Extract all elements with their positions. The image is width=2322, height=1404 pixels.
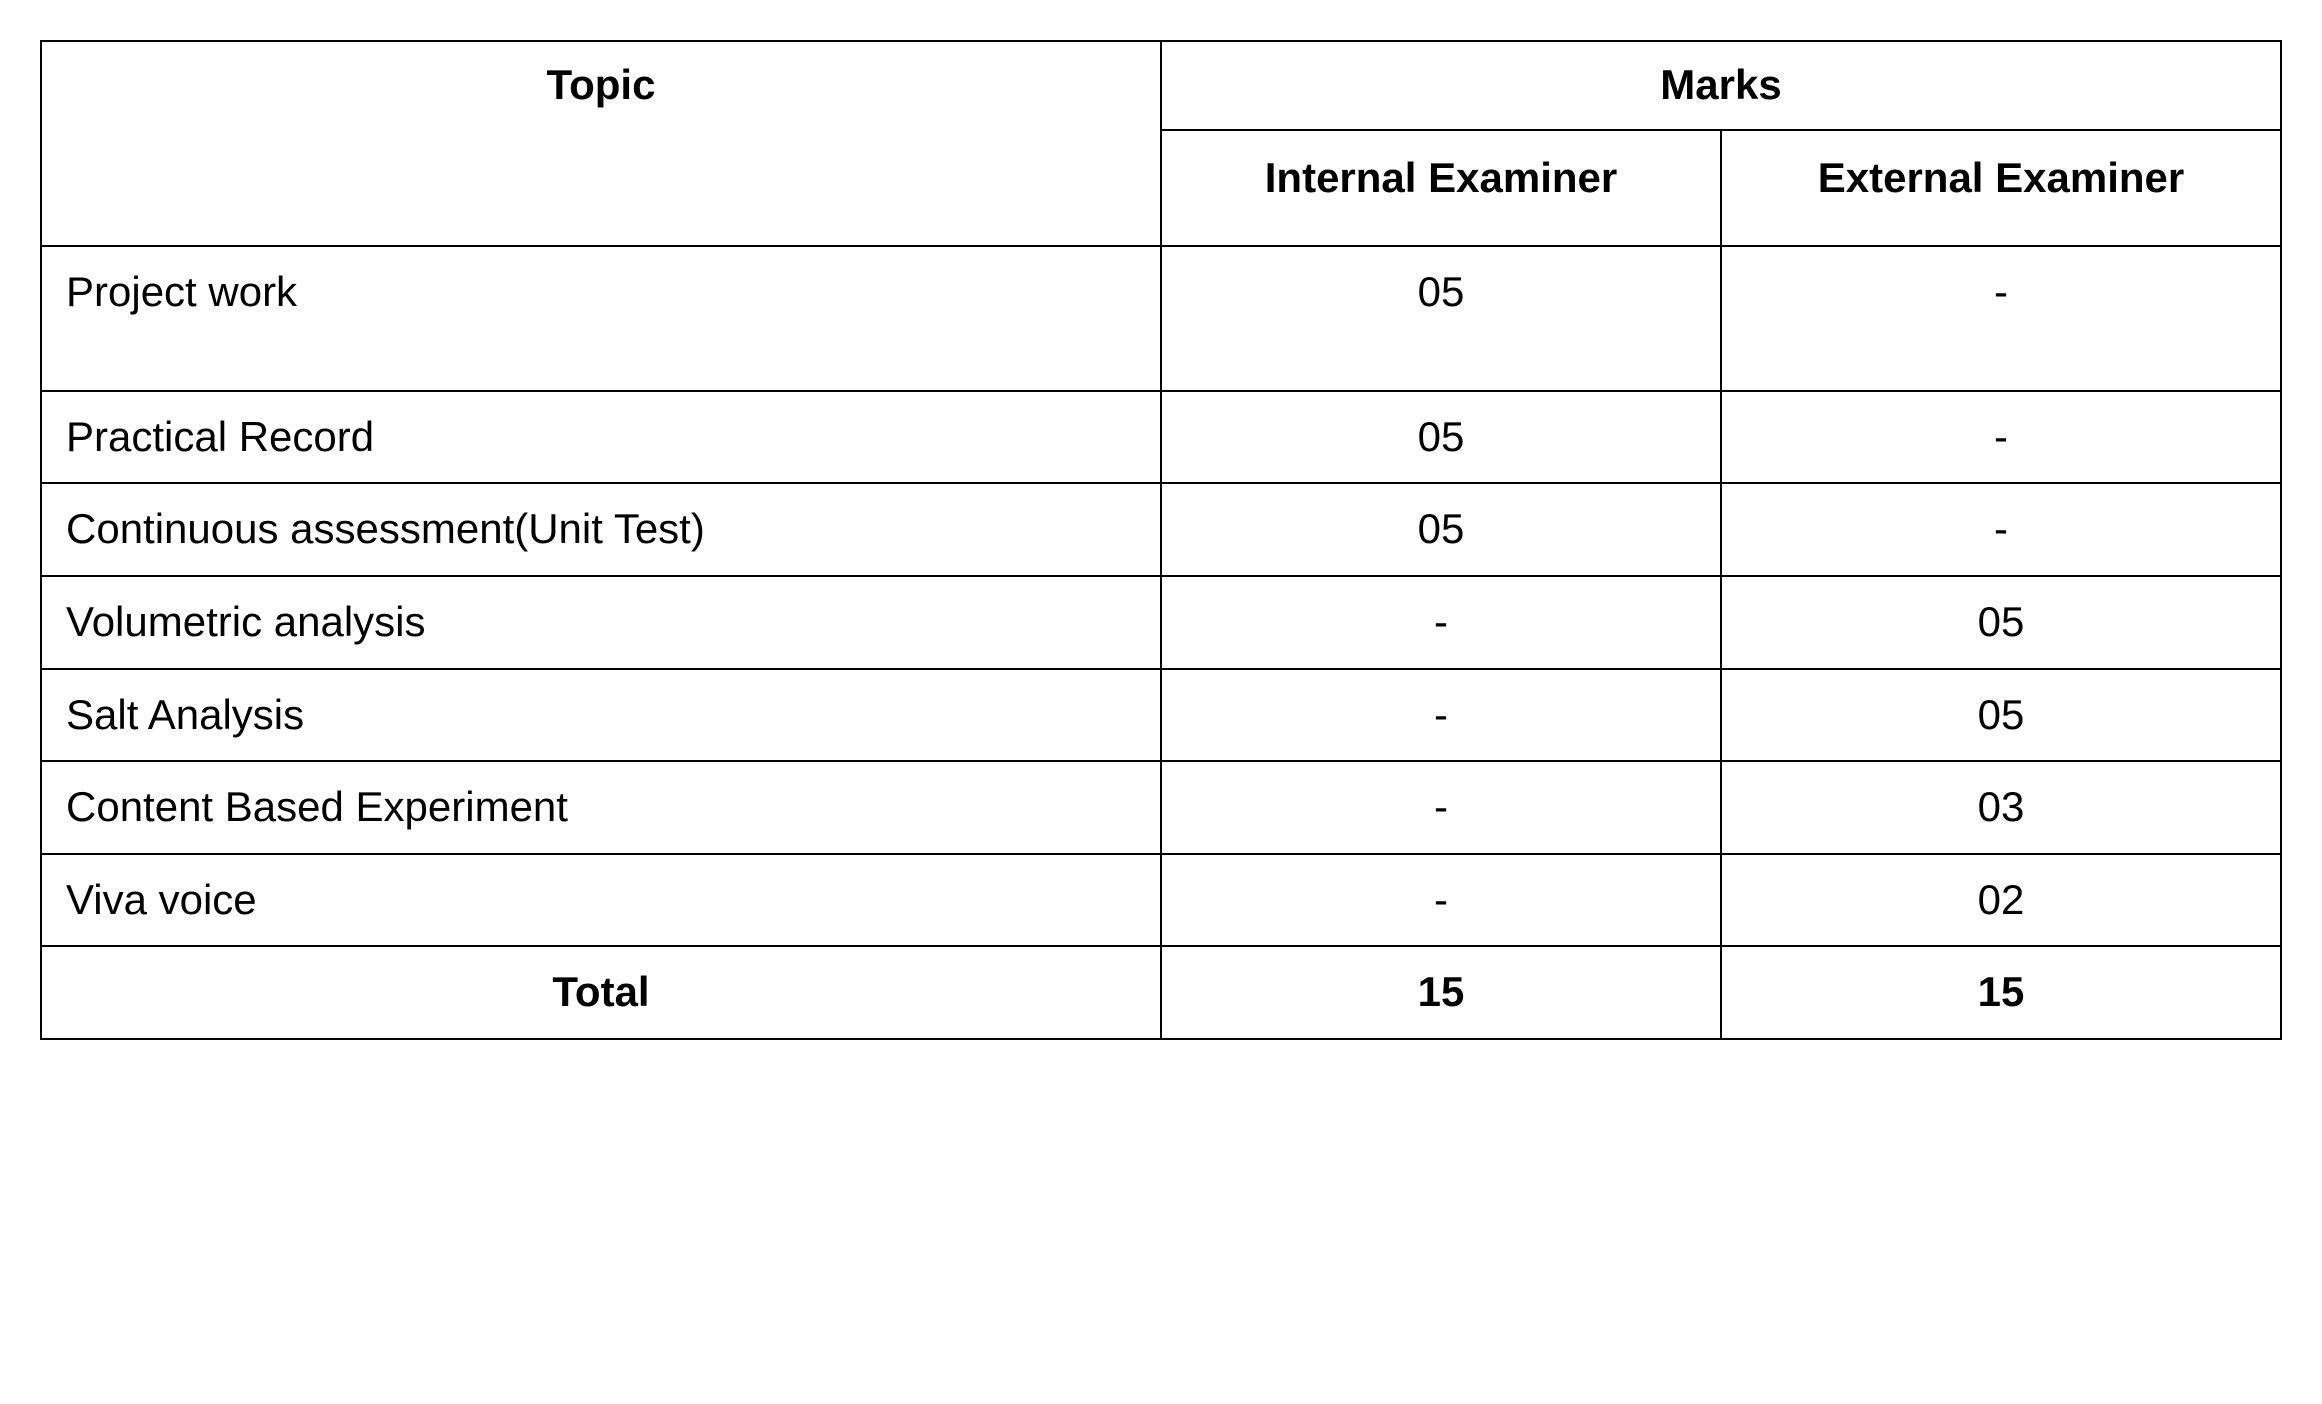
cell-internal: 05 xyxy=(1161,483,1721,576)
cell-external: 02 xyxy=(1721,854,2281,947)
cell-topic: Continuous assessment(Unit Test) xyxy=(41,483,1161,576)
table-row: Continuous assessment(Unit Test) 05 - xyxy=(41,483,2281,576)
cell-external: - xyxy=(1721,483,2281,576)
header-internal: Internal Examiner xyxy=(1161,130,1721,247)
cell-internal: - xyxy=(1161,854,1721,947)
cell-internal: - xyxy=(1161,761,1721,854)
header-external: External Examiner xyxy=(1721,130,2281,247)
cell-internal: - xyxy=(1161,576,1721,669)
table-row: Content Based Experiment - 03 xyxy=(41,761,2281,854)
cell-external: 03 xyxy=(1721,761,2281,854)
cell-total-internal: 15 xyxy=(1161,946,1721,1039)
table-row: Practical Record 05 - xyxy=(41,391,2281,484)
table-row: Project work 05 - xyxy=(41,246,2281,391)
header-marks: Marks xyxy=(1161,41,2281,130)
cell-internal: - xyxy=(1161,669,1721,762)
cell-topic: Salt Analysis xyxy=(41,669,1161,762)
table-row: Salt Analysis - 05 xyxy=(41,669,2281,762)
table-row: Viva voice - 02 xyxy=(41,854,2281,947)
cell-internal: 05 xyxy=(1161,246,1721,391)
table-header-row-1: Topic Marks xyxy=(41,41,2281,130)
cell-internal: 05 xyxy=(1161,391,1721,484)
header-topic: Topic xyxy=(41,41,1161,246)
cell-external: 05 xyxy=(1721,669,2281,762)
cell-topic: Project work xyxy=(41,246,1161,391)
cell-topic: Content Based Experiment xyxy=(41,761,1161,854)
cell-total-label: Total xyxy=(41,946,1161,1039)
cell-external: - xyxy=(1721,391,2281,484)
cell-external: - xyxy=(1721,246,2281,391)
table-row: Volumetric analysis - 05 xyxy=(41,576,2281,669)
cell-total-external: 15 xyxy=(1721,946,2281,1039)
cell-topic: Viva voice xyxy=(41,854,1161,947)
cell-external: 05 xyxy=(1721,576,2281,669)
cell-topic: Volumetric analysis xyxy=(41,576,1161,669)
marks-table: Topic Marks Internal Examiner External E… xyxy=(40,40,2282,1040)
table-total-row: Total 15 15 xyxy=(41,946,2281,1039)
cell-topic: Practical Record xyxy=(41,391,1161,484)
